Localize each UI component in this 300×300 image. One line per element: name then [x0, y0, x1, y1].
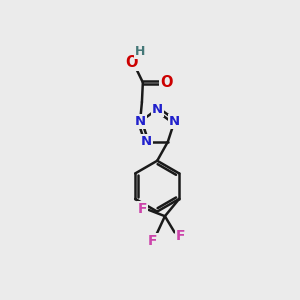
Text: F: F [138, 202, 147, 216]
Text: N: N [169, 115, 180, 128]
Text: N: N [152, 103, 163, 116]
Text: O: O [125, 55, 138, 70]
Text: F: F [176, 229, 185, 243]
Text: F: F [148, 234, 158, 248]
Text: N: N [134, 115, 146, 128]
Text: N: N [141, 135, 152, 148]
Text: O: O [160, 75, 173, 90]
Text: H: H [135, 45, 145, 58]
